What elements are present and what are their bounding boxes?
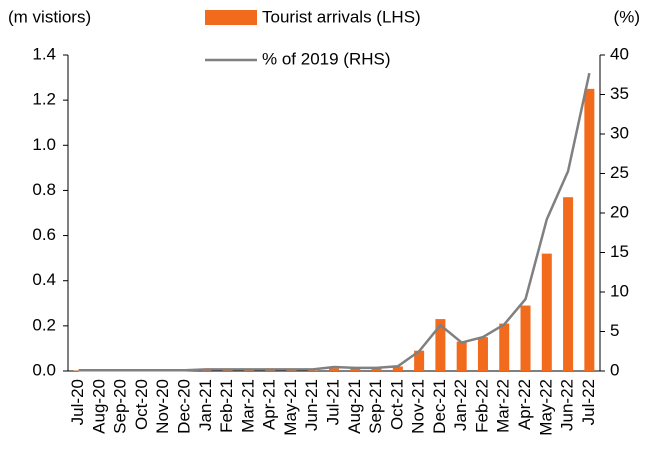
y2-tick-label: 40	[610, 44, 629, 63]
bar	[563, 197, 574, 371]
legend-swatch	[205, 10, 257, 25]
y-tick-label: 0.0	[32, 360, 56, 379]
x-tick-label: Sep-21	[366, 379, 385, 434]
legend-label: Tourist arrivals (LHS)	[262, 7, 421, 26]
y-tick-label: 1.0	[32, 135, 56, 154]
x-tick-label: Jan-21	[196, 379, 215, 431]
y-tick-label: 1.2	[32, 90, 56, 109]
x-tick-label: Aug-20	[89, 379, 108, 434]
x-tick-label: Jul-20	[68, 379, 87, 425]
x-tick-label: May-21	[281, 379, 300, 436]
x-tick-label: Jun-21	[302, 379, 321, 431]
x-tick-label: Jan-22	[451, 379, 470, 431]
x-tick-label: Apr-22	[515, 379, 534, 430]
y-tick-label: 0.2	[32, 315, 56, 334]
y2-tick-label: 35	[610, 84, 629, 103]
x-tick-label: Aug-21	[345, 379, 364, 434]
x-tick-label: Oct-20	[132, 379, 151, 430]
bar	[435, 319, 446, 371]
y2-tick-label: 25	[610, 163, 629, 182]
bar	[414, 350, 425, 371]
y2-tick-label: 10	[610, 281, 629, 300]
x-tick-label: Feb-22	[472, 379, 491, 433]
y2-axis-label: (%)	[614, 7, 640, 26]
y2-tick-label: 30	[610, 123, 629, 142]
x-tick-label: Feb-21	[217, 379, 236, 433]
x-tick-label: Oct-21	[387, 379, 406, 430]
x-tick-label: May-22	[536, 379, 555, 436]
bar	[499, 323, 510, 371]
x-tick-label: Mar-22	[494, 379, 513, 433]
y-axis-label: (m vistiors)	[8, 7, 91, 26]
x-tick-label: Nov-21	[409, 379, 428, 434]
y-tick-label: 0.6	[32, 225, 56, 244]
y2-tick-label: 0	[610, 360, 619, 379]
bar	[392, 366, 403, 371]
bar	[350, 368, 361, 371]
bar	[520, 305, 531, 371]
bar	[371, 368, 382, 371]
y-tick-label: 0.8	[32, 180, 56, 199]
x-tick-label: Nov-20	[153, 379, 172, 434]
bar	[584, 88, 595, 371]
bar	[329, 368, 339, 371]
legend-label: % of 2019 (RHS)	[262, 49, 391, 68]
y-tick-label: 1.4	[32, 44, 56, 63]
y2-tick-label: 15	[610, 242, 629, 261]
bar	[456, 341, 467, 371]
y2-tick-label: 5	[610, 321, 619, 340]
x-tick-label: Sep-20	[111, 379, 130, 434]
y2-tick-label: 20	[610, 202, 629, 221]
x-tick-label: Jul-22	[579, 379, 598, 425]
x-tick-label: Dec-21	[430, 379, 449, 434]
x-tick-label: Mar-21	[238, 379, 257, 433]
bar	[541, 253, 552, 371]
y-tick-label: 0.4	[32, 270, 56, 289]
x-tick-label: Apr-21	[260, 379, 279, 430]
bar	[477, 337, 488, 371]
line	[78, 72, 591, 372]
x-tick-label: Jul-21	[323, 379, 342, 425]
x-tick-label: Dec-20	[175, 379, 194, 434]
x-tick-label: Jun-22	[558, 379, 577, 431]
